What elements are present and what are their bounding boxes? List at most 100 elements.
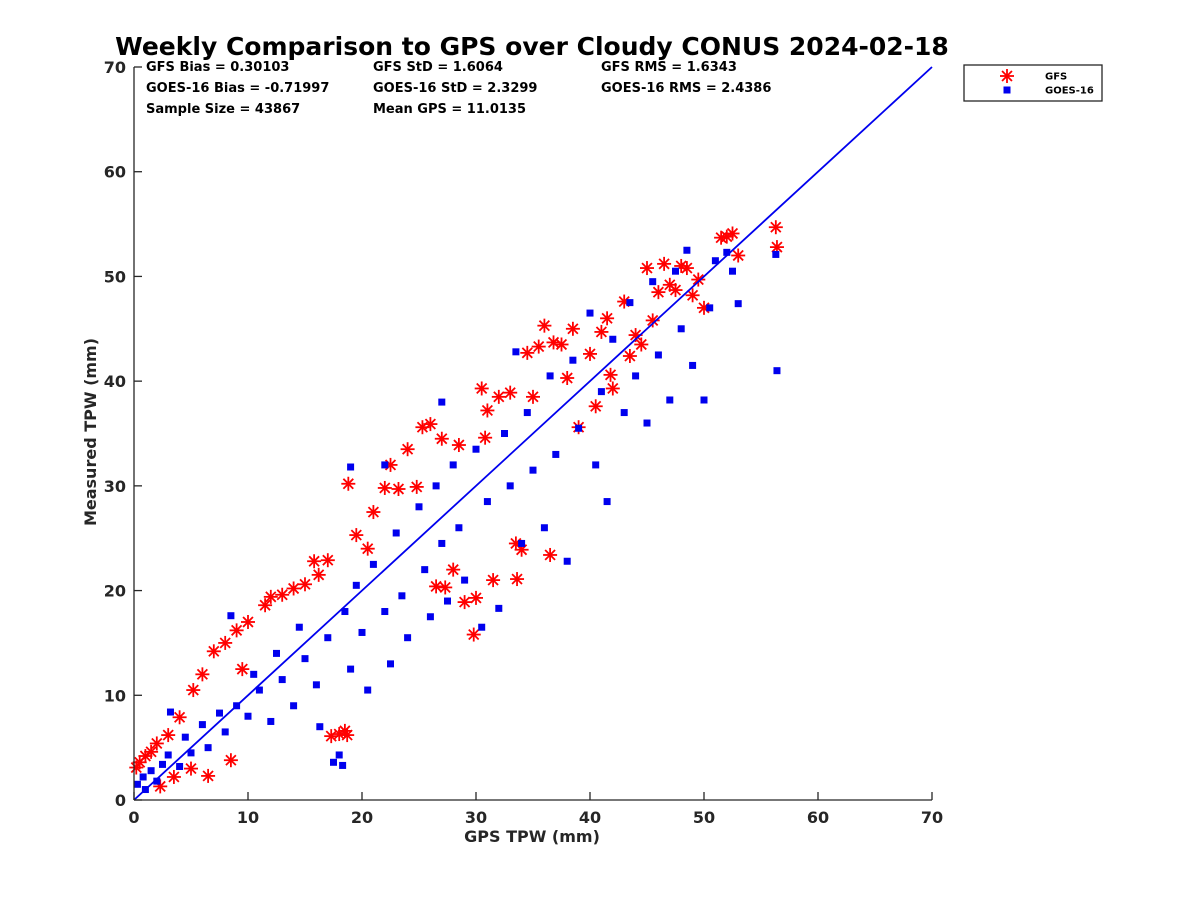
goes16-point	[546, 372, 554, 380]
goes16-point	[444, 597, 451, 605]
goes16-point	[455, 524, 463, 532]
goes16-point	[772, 250, 780, 258]
gfs-point	[622, 349, 637, 364]
gfs-point	[634, 337, 649, 352]
gfs-point	[218, 635, 233, 650]
gfs-point	[149, 736, 164, 751]
goes16-point	[244, 712, 252, 720]
goes16-point	[204, 744, 212, 752]
goes16-point	[563, 557, 571, 565]
gfs-point	[466, 627, 481, 642]
goes16-point	[734, 300, 742, 308]
gfs-point	[360, 541, 375, 556]
goes16-point	[426, 613, 434, 621]
legend-label: GOES-16	[1045, 86, 1094, 97]
gfs-point	[510, 572, 525, 587]
legend: GFS GOES-16	[963, 64, 1103, 102]
gfs-point	[172, 710, 187, 725]
gfs-point	[263, 589, 278, 604]
goes16-point	[609, 335, 617, 343]
x-tick-label: 0	[128, 808, 139, 827]
gfs-point	[161, 728, 176, 743]
goes16-point	[316, 723, 324, 731]
gfs-point	[531, 339, 546, 354]
goes16-point	[341, 608, 349, 616]
goes16-point	[404, 634, 412, 642]
goes16-point	[683, 246, 691, 254]
gfs-point	[640, 261, 654, 276]
gfs-point	[691, 272, 706, 287]
stat-text: Sample Size = 43867	[146, 102, 300, 117]
goes16-point	[495, 604, 503, 612]
gfs-point	[560, 371, 575, 386]
goes16-point	[626, 299, 634, 307]
goes16-point	[312, 681, 320, 689]
goes16-point	[421, 566, 429, 574]
goes16-point	[478, 623, 486, 631]
gfs-point	[184, 761, 198, 776]
gfs-point	[645, 313, 660, 328]
goes16-point	[221, 728, 229, 736]
goes16-point	[472, 445, 480, 453]
goes16-point	[672, 267, 679, 275]
goes16-point	[369, 560, 377, 568]
gfs-point	[229, 623, 244, 638]
gfs-point	[685, 288, 700, 303]
goes16-point	[592, 461, 600, 469]
goes16-point	[153, 777, 161, 785]
goes16-point	[575, 424, 583, 432]
gfs-point	[451, 438, 466, 453]
goes16-point	[654, 351, 662, 359]
goes16-point	[301, 655, 309, 663]
goes16-point	[523, 409, 531, 417]
gfs-point	[144, 744, 159, 759]
goes16-point	[432, 482, 440, 490]
goes16-point	[347, 463, 355, 471]
goes16-point	[643, 419, 651, 427]
gfs-point	[491, 389, 506, 404]
goes16-point	[250, 670, 258, 678]
goes16-point	[632, 372, 640, 380]
gfs-point	[400, 442, 415, 457]
gfs-point	[457, 595, 472, 610]
goes16-point	[330, 758, 337, 766]
gfs-point	[469, 590, 483, 605]
goes16-point	[586, 309, 594, 317]
goes16-point	[501, 430, 508, 437]
goes16-point	[529, 466, 537, 474]
gfs-point	[503, 385, 518, 400]
goes16-point	[773, 367, 781, 375]
gfs-point	[366, 505, 381, 520]
goes16-point	[176, 762, 184, 770]
legend-goes16-marker	[1003, 86, 1011, 94]
goes16-point	[461, 576, 469, 584]
x-tick-label: 60	[807, 808, 829, 827]
goes16-point	[569, 356, 577, 364]
goes16-point	[133, 780, 141, 788]
goes16-point	[381, 608, 389, 616]
axes: 0 10 20 30 40 50 60 70 0 10 20 30 40 50 60 70	[104, 58, 943, 827]
gfs-point	[349, 528, 364, 543]
gfs-point	[603, 367, 618, 382]
x-tick-label: 20	[351, 808, 373, 827]
y-tick-label: 30	[104, 477, 126, 496]
data-points	[129, 66, 933, 801]
gfs-point	[324, 729, 339, 744]
gfs-point	[474, 381, 489, 396]
x-tick-label: 40	[579, 808, 601, 827]
gfs-point	[478, 430, 493, 445]
legend-label: GFS	[1045, 72, 1067, 83]
goes16-point	[347, 665, 355, 673]
stat-text: GFS StD = 1.6064	[373, 60, 503, 75]
gfs-point	[731, 248, 746, 263]
goes16-point	[392, 529, 400, 537]
reference-line	[133, 66, 933, 801]
goes16-point	[711, 257, 719, 265]
legend-gfs-marker	[1000, 69, 1014, 83]
goes16-point	[603, 498, 611, 506]
goes16-point	[552, 450, 560, 458]
goes16-point	[597, 388, 605, 396]
goes16-point	[700, 396, 708, 404]
stat-text: Mean GPS = 11.0135	[373, 102, 526, 117]
gfs-point	[377, 480, 392, 495]
